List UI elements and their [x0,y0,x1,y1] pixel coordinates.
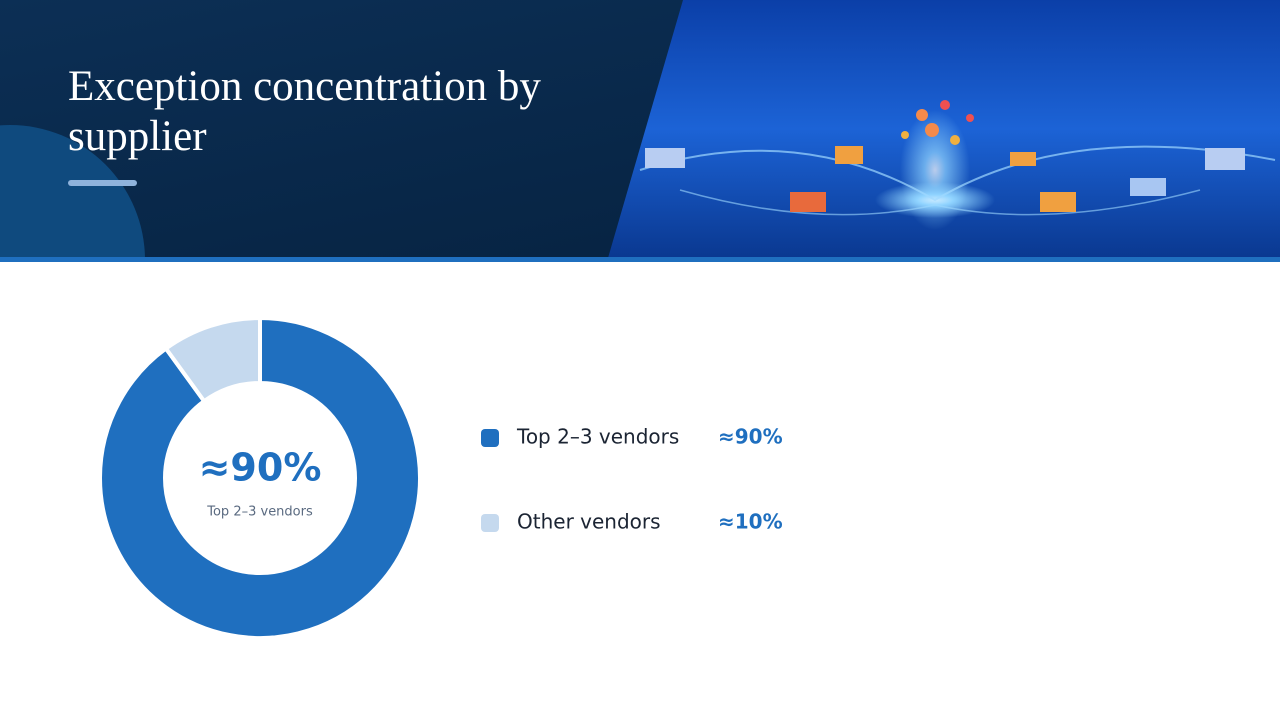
donut-slice [163,316,262,404]
header [0,0,1280,262]
title: Exception concentration by supplier [68,63,541,160]
legend-label: Top 2–3 vendors [516,425,679,449]
legend-label: Other vendors [517,510,661,534]
legend-value: ≈10% [718,510,783,534]
donut [98,316,422,640]
legend-swatch [481,429,499,447]
center-value: ≈90% [199,446,322,490]
legend-value: ≈90% [718,425,783,449]
center-label: Top 2–3 vendors [206,505,313,520]
image-decor [639,100,1276,230]
header-rule [0,257,1280,262]
legend-swatch [481,514,499,532]
legend: Top 2–3 vendors ≈90% Other vendors ≈10% [481,425,783,534]
donut-slice [98,316,422,640]
decor-circle [0,125,145,258]
title-accent [68,180,137,186]
